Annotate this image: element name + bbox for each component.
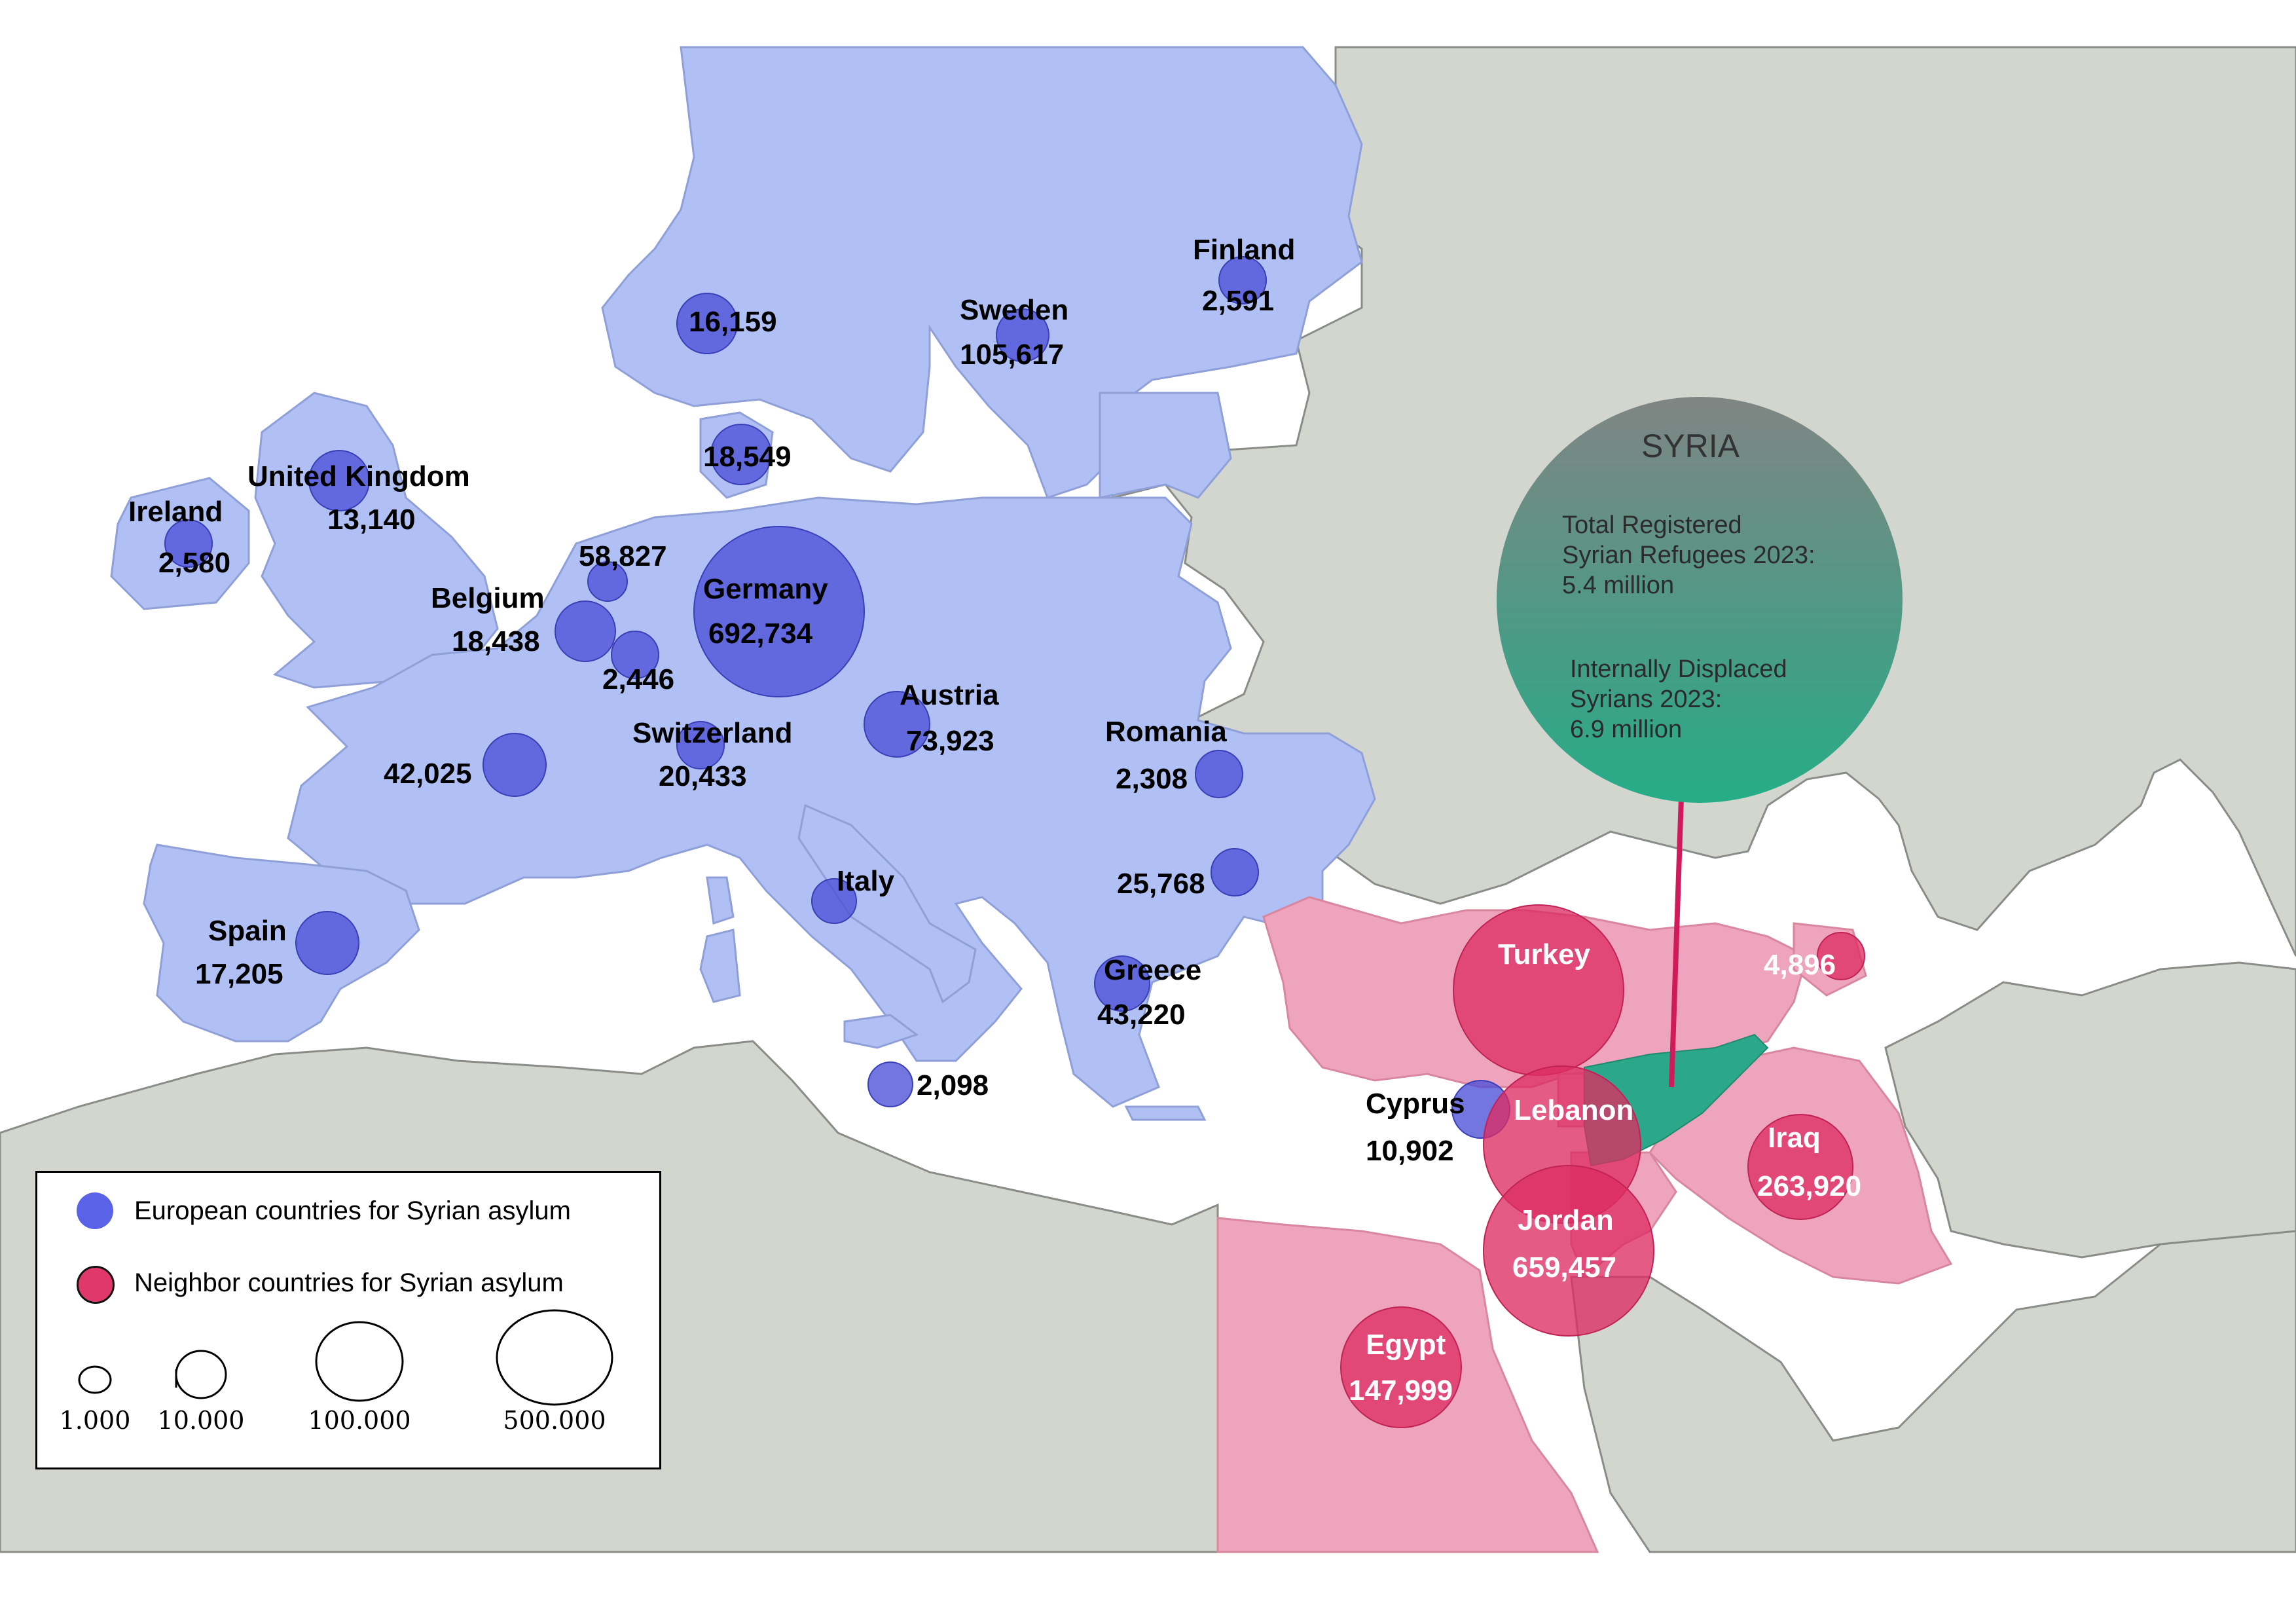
label-italy-name: Italy xyxy=(837,865,895,897)
syria-callout-title: SYRIA xyxy=(1641,428,1740,464)
bubble-italy xyxy=(811,878,857,924)
label-uk-name: United Kingdom xyxy=(247,460,470,492)
syria-callout-line1: Total Registered xyxy=(1562,511,1742,539)
label-belgium-value: 18,438 xyxy=(452,625,540,657)
bubble-turkey xyxy=(1453,904,1624,1076)
syria-callout-line4: Internally Displaced xyxy=(1570,655,1787,683)
legend-european-marker xyxy=(77,1192,113,1229)
label-lebanon-name: Lebanon xyxy=(1514,1094,1633,1126)
bubble-egypt xyxy=(1340,1306,1462,1428)
bubble-austria xyxy=(864,691,930,758)
label-sweden-value: 105,617 xyxy=(960,339,1064,371)
legend-size-circle-1000 xyxy=(78,1365,112,1394)
bubble-uk xyxy=(308,450,370,511)
label-bulgaria-value: 25,768 xyxy=(1117,868,1205,900)
syria-callout-line5: Syrians 2023: xyxy=(1570,686,1722,713)
label-sweden-name: Sweden xyxy=(960,294,1068,326)
syria-callout-line2: Syrian Refugees 2023: xyxy=(1562,542,1815,569)
label-turkey-name: Turkey xyxy=(1498,938,1591,970)
label-greece-name: Greece xyxy=(1104,954,1201,986)
legend-neighbor-marker xyxy=(77,1266,115,1304)
label-finland-value: 2,591 xyxy=(1202,285,1274,317)
bubble-france xyxy=(483,733,547,797)
label-iraq-name: Iraq xyxy=(1768,1122,1821,1154)
bubble-belgium xyxy=(555,600,616,662)
label-austria-value: 73,923 xyxy=(906,725,994,757)
bubble-iraq xyxy=(1747,1114,1853,1220)
legend-size-label-1000: 1.000 xyxy=(59,1406,131,1435)
bubble-norway xyxy=(676,293,738,354)
bubble-finland xyxy=(1218,256,1267,304)
label-armenia-value: 4,896 xyxy=(1764,949,1836,981)
label-uk-value: 13,140 xyxy=(327,504,416,536)
bubble-spain xyxy=(295,911,359,975)
neighbor-bubbles xyxy=(1340,904,1865,1428)
label-egypt-value: 147,999 xyxy=(1349,1375,1453,1407)
label-france-value: 42,025 xyxy=(384,758,472,790)
label-switzerland-name: Switzerland xyxy=(632,717,793,749)
bubble-bulgaria xyxy=(1211,848,1259,896)
label-ireland-name: Ireland xyxy=(128,496,223,528)
label-cyprus-value: 10,902 xyxy=(1366,1135,1454,1167)
legend-size-circle-10000 xyxy=(175,1350,227,1399)
label-netherlands-value: 58,827 xyxy=(579,540,667,572)
label-egypt-name: Egypt xyxy=(1366,1329,1446,1361)
label-luxembourg-value: 2,446 xyxy=(602,663,674,695)
label-spain-value: 17,205 xyxy=(195,958,283,990)
european-labels: 16,159 Sweden 105,617 Finland 2,591 18,5… xyxy=(128,234,1465,1167)
label-iraq-value: 263,920 xyxy=(1757,1170,1861,1202)
label-jordan-value: 659,457 xyxy=(1512,1251,1616,1283)
bubble-germany xyxy=(693,526,865,697)
label-norway-value: 16,159 xyxy=(689,306,777,338)
label-jordan-name: Jordan xyxy=(1518,1204,1614,1236)
bubble-romania xyxy=(1195,750,1243,798)
bubble-switzerland xyxy=(676,721,725,769)
legend-neighbor-label: Neighbor countries for Syrian asylum xyxy=(134,1268,564,1297)
legend: European countries for Syrian asylum Nei… xyxy=(35,1171,661,1469)
bubble-sweden xyxy=(996,308,1049,362)
label-denmark-value: 18,549 xyxy=(703,441,792,473)
legend-size-circle-100000 xyxy=(315,1321,404,1402)
bubble-luxembourg xyxy=(611,631,659,679)
label-austria-name: Austria xyxy=(900,679,999,711)
legend-size-circle-500000 xyxy=(496,1309,613,1406)
legend-size-label-500000: 500.000 xyxy=(503,1406,606,1435)
bubble-denmark xyxy=(710,424,772,485)
label-spain-name: Spain xyxy=(208,915,287,947)
label-germany-name: Germany xyxy=(703,573,828,605)
label-germany-value: 692,734 xyxy=(708,618,813,650)
legend-size-label-100000: 100.000 xyxy=(308,1406,411,1435)
syria-callout-line6: 6.9 million xyxy=(1570,716,1682,743)
bubble-malta xyxy=(867,1061,913,1107)
syria-callout-line3: 5.4 million xyxy=(1562,572,1674,599)
label-malta-value: 2,098 xyxy=(917,1069,989,1101)
label-greece-value: 43,220 xyxy=(1097,999,1186,1031)
legend-european-label: European countries for Syrian asylum xyxy=(134,1196,571,1225)
label-finland-name: Finland xyxy=(1193,234,1295,266)
label-ireland-value: 2,580 xyxy=(158,547,230,579)
label-romania-value: 2,308 xyxy=(1116,763,1188,795)
bubble-armenia xyxy=(1817,932,1865,980)
label-cyprus-name: Cyprus xyxy=(1366,1088,1465,1120)
syria-callout-line xyxy=(1669,797,1684,1088)
label-belgium-name: Belgium xyxy=(431,582,545,614)
bubble-ireland xyxy=(164,519,213,568)
bubble-greece xyxy=(1094,955,1150,1012)
bubble-jordan xyxy=(1483,1165,1654,1337)
syria-callout-circle xyxy=(1497,397,1903,803)
neighbor-labels: Turkey 4,896 Lebanon Iraq 263,920 Jordan… xyxy=(1349,938,1861,1407)
label-switzerland-value: 20,433 xyxy=(659,760,747,792)
label-romania-name: Romania xyxy=(1105,716,1227,748)
legend-size-circles xyxy=(78,1309,613,1406)
bubble-netherlands xyxy=(587,561,628,602)
legend-size-label-10000: 10.000 xyxy=(157,1406,245,1435)
